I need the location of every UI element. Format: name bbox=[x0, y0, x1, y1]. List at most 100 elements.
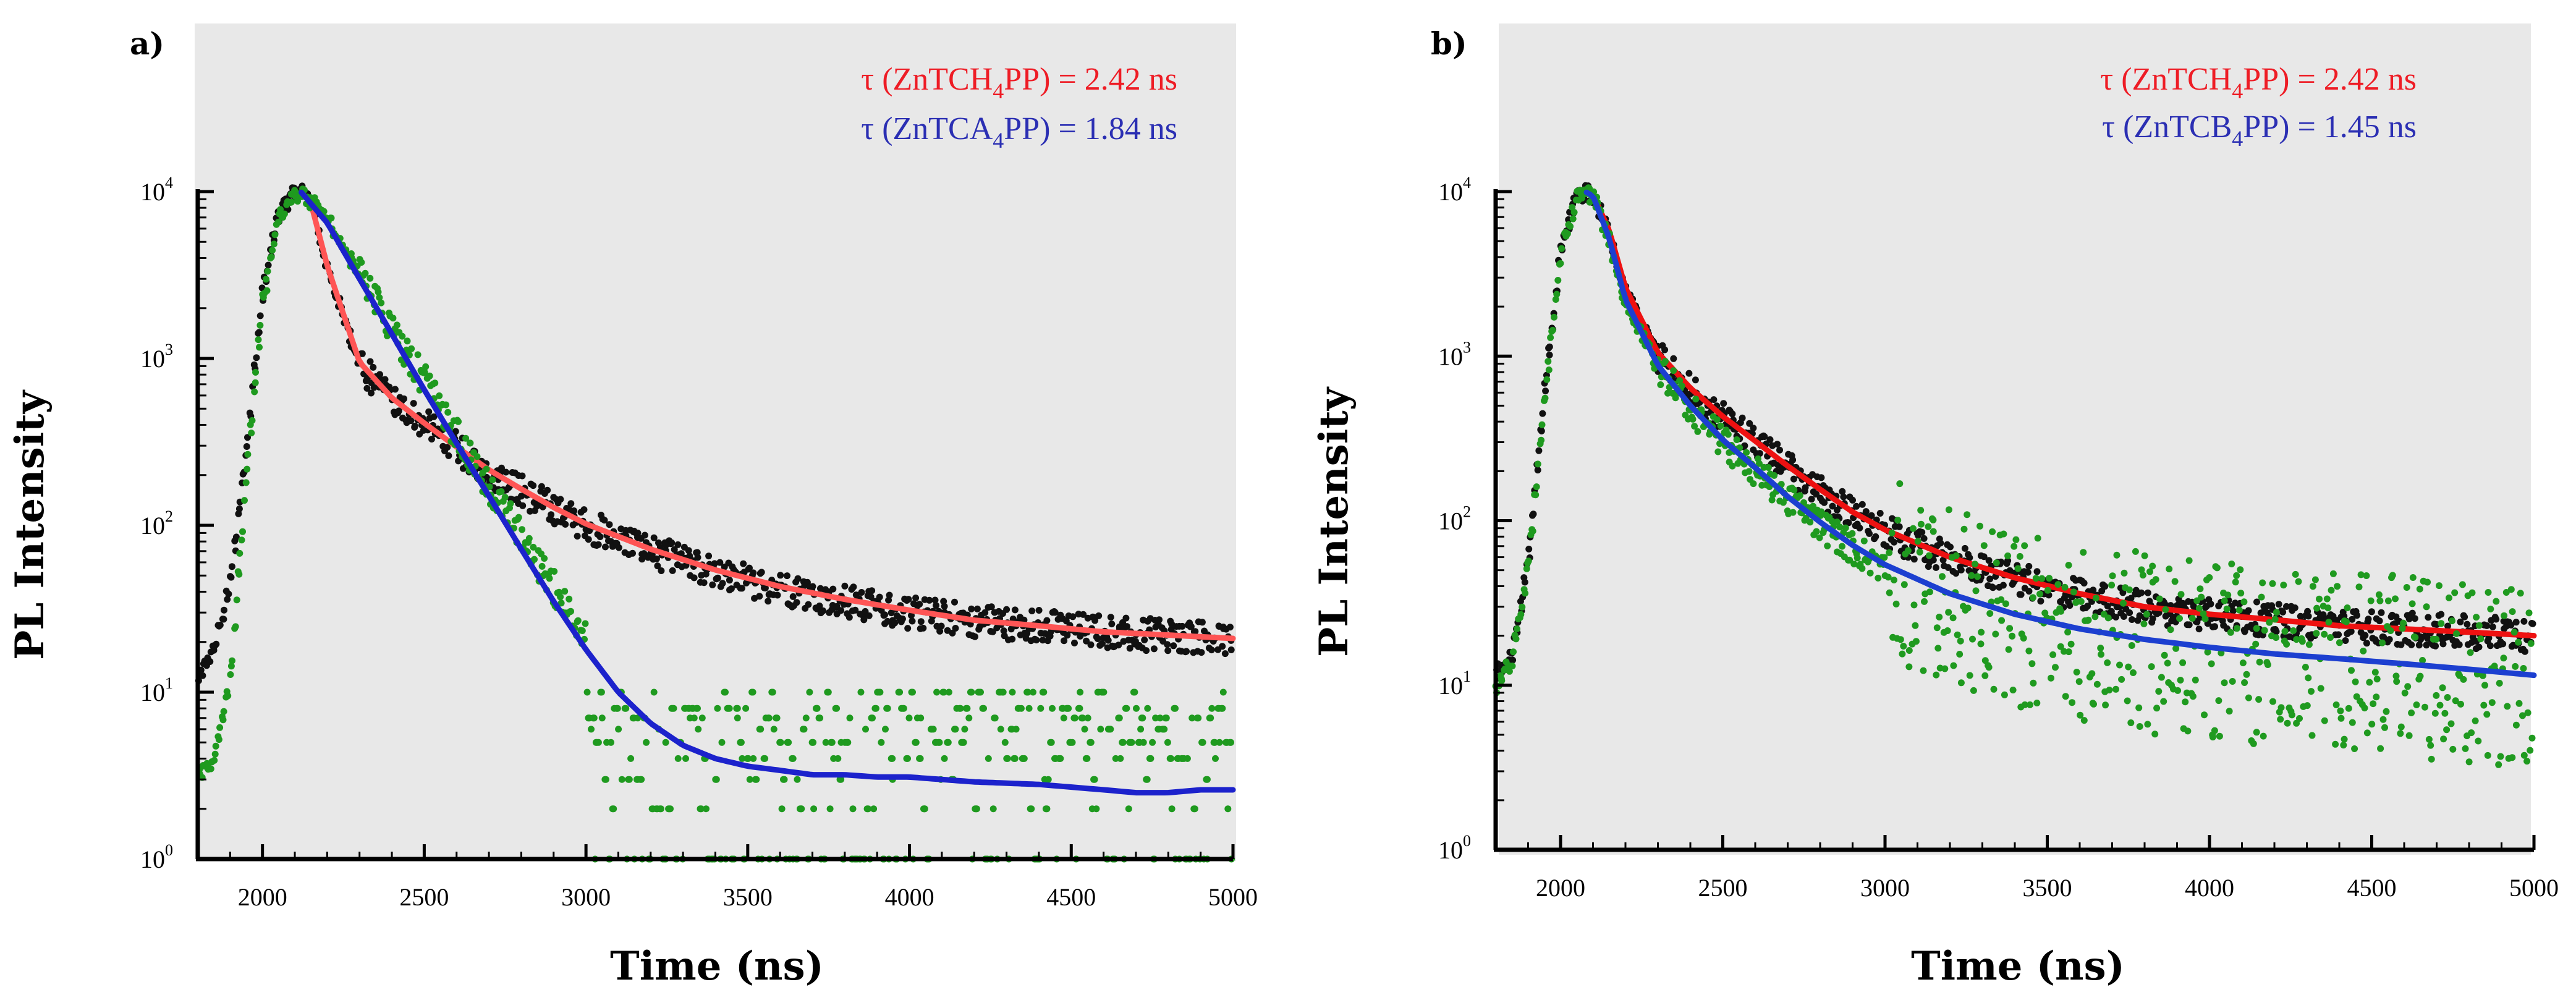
data-point bbox=[2512, 663, 2519, 670]
data-point bbox=[1713, 416, 1721, 423]
data-point bbox=[2325, 619, 2332, 626]
data-point bbox=[2439, 640, 2447, 648]
data-point bbox=[2451, 589, 2459, 596]
data-point bbox=[2415, 642, 2423, 649]
data-point bbox=[1033, 637, 1040, 644]
data-point bbox=[2158, 674, 2165, 681]
data-point bbox=[1904, 547, 1912, 554]
data-point bbox=[2174, 687, 2182, 694]
data-point bbox=[777, 739, 784, 746]
data-point bbox=[2416, 585, 2423, 593]
data-point bbox=[2329, 570, 2337, 577]
data-point bbox=[1009, 635, 1016, 643]
data-point bbox=[2061, 583, 2069, 591]
data-point bbox=[1080, 611, 1087, 618]
plot-background bbox=[1499, 23, 2531, 855]
data-point bbox=[1771, 472, 1778, 479]
data-point bbox=[765, 598, 772, 605]
data-point bbox=[2139, 572, 2146, 579]
data-point bbox=[820, 607, 827, 614]
data-point bbox=[1756, 450, 1763, 457]
data-point bbox=[1999, 582, 2007, 589]
y-tick-label: 100 bbox=[1438, 832, 1471, 864]
data-point bbox=[473, 453, 481, 460]
data-point bbox=[268, 253, 275, 261]
data-point bbox=[722, 688, 729, 696]
data-point bbox=[557, 496, 564, 503]
data-point bbox=[833, 705, 841, 712]
data-point bbox=[2378, 609, 2385, 616]
data-point bbox=[1842, 524, 1849, 532]
data-point bbox=[694, 554, 701, 561]
data-point bbox=[602, 776, 609, 783]
data-point bbox=[1661, 358, 1669, 365]
data-point bbox=[727, 585, 735, 593]
data-point bbox=[1986, 610, 1994, 617]
data-point bbox=[1227, 646, 1235, 653]
data-point bbox=[538, 562, 546, 570]
data-point bbox=[2077, 598, 2085, 605]
data-point bbox=[2453, 630, 2460, 637]
data-point bbox=[2328, 587, 2335, 594]
data-point bbox=[2403, 584, 2410, 591]
data-point bbox=[2269, 580, 2276, 587]
data-point bbox=[1969, 635, 1976, 643]
data-point bbox=[869, 714, 876, 722]
data-point bbox=[1554, 277, 1562, 284]
data-point bbox=[2303, 702, 2311, 709]
data-point bbox=[949, 629, 956, 637]
data-point bbox=[2493, 598, 2500, 605]
data-point bbox=[428, 436, 435, 443]
data-point bbox=[1790, 486, 1798, 494]
data-point bbox=[2367, 597, 2375, 604]
data-point bbox=[2440, 735, 2447, 743]
data-point bbox=[530, 482, 537, 489]
data-point bbox=[595, 541, 602, 548]
series-zntcb4pp-fit bbox=[1583, 189, 2537, 679]
data-point bbox=[2510, 629, 2518, 636]
data-point bbox=[798, 805, 805, 813]
data-point bbox=[1876, 510, 1884, 517]
data-point bbox=[1519, 603, 1526, 611]
data-point bbox=[882, 726, 889, 733]
data-point bbox=[905, 596, 912, 603]
data-point bbox=[1789, 456, 1797, 464]
data-point bbox=[2049, 651, 2057, 658]
data-point bbox=[1802, 484, 1809, 491]
data-point bbox=[2025, 647, 2033, 654]
data-point bbox=[1221, 650, 1229, 658]
data-point bbox=[1989, 584, 1997, 591]
data-point bbox=[695, 726, 702, 733]
data-point bbox=[2155, 688, 2163, 695]
data-point bbox=[414, 351, 422, 358]
data-point bbox=[1849, 496, 1856, 504]
data-point bbox=[2034, 535, 2041, 542]
data-point bbox=[1670, 367, 1677, 375]
data-point bbox=[884, 617, 891, 625]
data-point bbox=[2321, 717, 2328, 724]
data-point bbox=[1930, 528, 1937, 535]
data-point bbox=[227, 574, 235, 581]
data-point bbox=[1219, 643, 1226, 650]
data-point bbox=[753, 776, 760, 783]
data-point bbox=[627, 755, 635, 762]
data-point bbox=[395, 407, 402, 415]
data-point bbox=[2379, 716, 2387, 723]
data-point bbox=[407, 417, 415, 425]
data-point bbox=[400, 395, 407, 402]
data-point bbox=[2166, 565, 2173, 573]
data-point bbox=[411, 422, 418, 430]
data-point bbox=[2156, 595, 2163, 603]
data-point bbox=[2075, 678, 2083, 685]
data-point bbox=[2311, 576, 2319, 583]
data-point bbox=[1028, 608, 1036, 614]
data-point bbox=[2129, 616, 2135, 623]
data-point bbox=[1216, 739, 1223, 746]
data-point bbox=[615, 544, 622, 551]
data-point bbox=[1910, 525, 1917, 532]
data-point bbox=[643, 739, 650, 746]
data-point bbox=[980, 705, 987, 712]
data-point bbox=[2502, 589, 2510, 596]
data-point bbox=[826, 805, 834, 813]
data-point bbox=[2486, 642, 2494, 650]
